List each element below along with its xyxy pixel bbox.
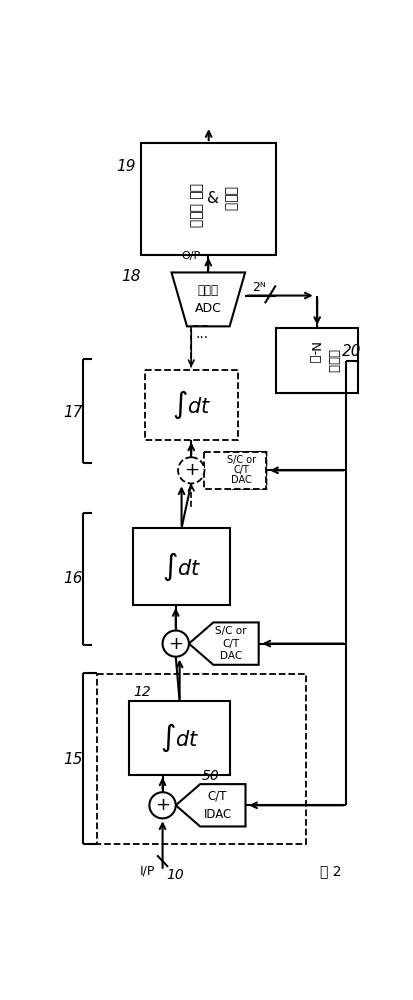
Polygon shape [176, 784, 245, 826]
Text: 19: 19 [116, 159, 135, 174]
Bar [204, 452, 266, 489]
Text: ...: ... [195, 327, 208, 341]
Text: I/P: I/P [139, 864, 154, 877]
Bar [129, 701, 230, 774]
Polygon shape [204, 452, 266, 489]
Text: S/C or: S/C or [214, 626, 246, 636]
Text: O/P: O/P [181, 251, 200, 261]
Polygon shape [171, 272, 244, 326]
Circle shape [149, 792, 176, 818]
Bar [133, 528, 230, 605]
Text: ADC: ADC [195, 302, 221, 315]
Text: S/C or: S/C or [226, 455, 256, 465]
Text: C/T: C/T [233, 465, 249, 475]
Text: DAC: DAC [231, 475, 252, 485]
Text: 16: 16 [64, 571, 83, 586]
Text: $\int dt$: $\int dt$ [171, 389, 211, 421]
Text: 17: 17 [64, 405, 83, 420]
Text: 20: 20 [342, 344, 361, 359]
Text: N-位: N-位 [306, 342, 319, 364]
Text: 提取器: 提取器 [223, 186, 237, 211]
Bar [140, 143, 276, 255]
Bar [145, 370, 237, 440]
Text: +: + [155, 796, 170, 814]
Text: 10: 10 [166, 868, 184, 882]
Text: 加扰器: 加扰器 [325, 349, 338, 373]
Text: 18: 18 [121, 269, 140, 284]
Text: $\int dt$: $\int dt$ [159, 722, 199, 754]
Text: 15: 15 [64, 752, 83, 767]
Polygon shape [188, 622, 258, 665]
Text: $\int dt$: $\int dt$ [161, 550, 201, 583]
Text: 12: 12 [133, 685, 150, 699]
Circle shape [162, 631, 188, 657]
Bar [97, 674, 305, 844]
Text: 图 2: 图 2 [319, 864, 341, 878]
Text: 2ᴺ: 2ᴺ [252, 281, 266, 294]
Text: C/T: C/T [207, 790, 227, 803]
Text: 数字: 数字 [187, 183, 201, 200]
Text: 滤波器: 滤波器 [187, 203, 201, 228]
Text: +: + [183, 461, 198, 479]
Text: 50: 50 [201, 769, 219, 783]
Circle shape [178, 457, 204, 483]
Text: +: + [168, 635, 183, 653]
Text: &: & [206, 191, 218, 206]
Text: DAC: DAC [219, 651, 241, 661]
Text: C/T: C/T [222, 639, 239, 649]
Text: 快闪式: 快闪式 [197, 284, 218, 297]
Bar [276, 328, 357, 393]
Text: IDAC: IDAC [203, 808, 231, 821]
